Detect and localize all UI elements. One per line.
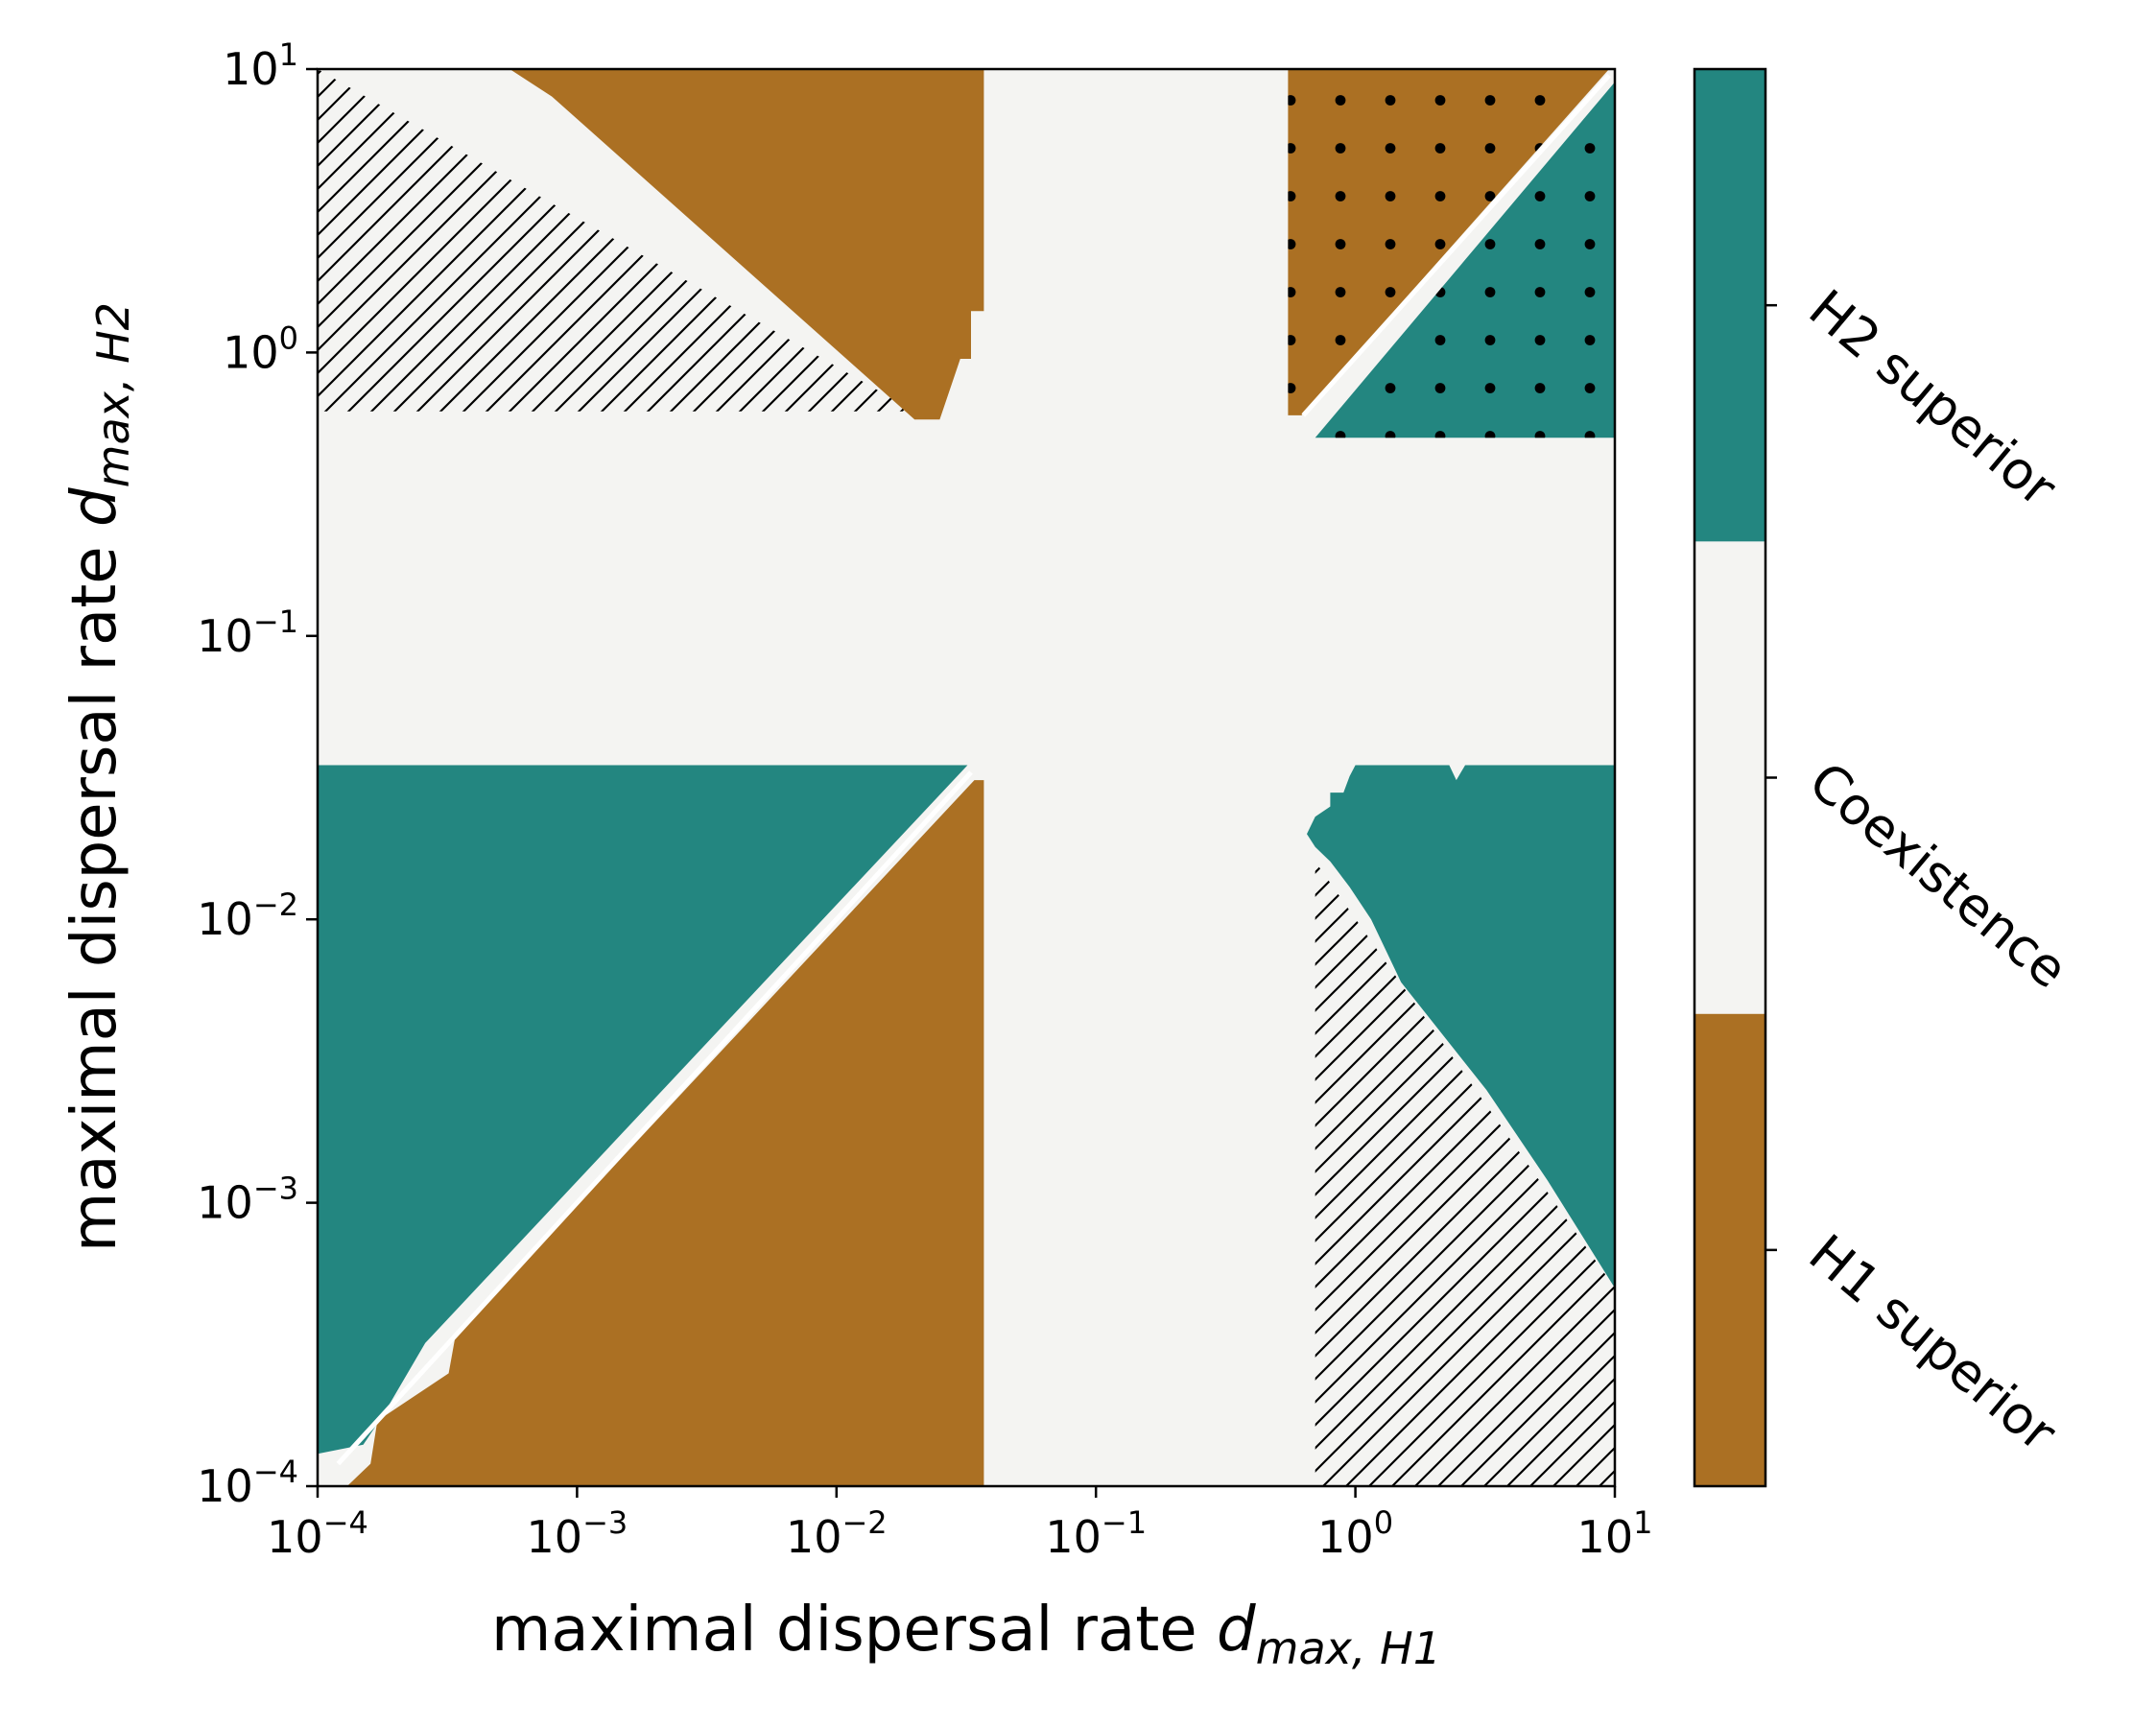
- y-tick-label-4-base: 10: [223, 326, 279, 378]
- y-axis-label-subscript: max, H2: [87, 302, 139, 487]
- y-tick-label-3-exp: −1: [253, 603, 298, 640]
- x-tick-label-1: 10−3: [527, 1504, 628, 1563]
- x-tick-label-3-base: 10: [1045, 1511, 1102, 1563]
- colorbar-ticks: H1 superior Coexistence H2 superior: [1765, 278, 2079, 1464]
- region-h1-2: [509, 69, 984, 420]
- y-axis-label-symbol: d: [59, 487, 130, 527]
- x-tick-label-3-exp: −1: [1102, 1504, 1147, 1541]
- x-axis-label-symbol: d: [1217, 1595, 1256, 1666]
- region-dots-6: [1315, 82, 1615, 438]
- x-tick-label-1-base: 10: [527, 1511, 583, 1563]
- x-tick-label-0: 10−4: [267, 1504, 368, 1563]
- x-axis-label: maximal dispersal rate dmax, H1: [491, 1595, 1441, 1674]
- x-axis-ticks: 10−4 10−3 10−2 10−1 100 101: [267, 1486, 1652, 1563]
- colorbar-label-2: H2 superior: [1798, 278, 2069, 519]
- region-h2-3: [318, 765, 968, 1455]
- y-tick-label-5: 101: [223, 36, 298, 95]
- x-tick-label-5-exp: 1: [1633, 1504, 1652, 1541]
- x-tick-label-2-exp: −2: [841, 1504, 887, 1541]
- colorbar: H1 superior Coexistence H2 superior: [1693, 67, 2079, 1488]
- boundary-line-0: [336, 770, 973, 1466]
- boundary-line-1: [1301, 73, 1611, 417]
- y-tick-label-1-exp: −3: [253, 1171, 298, 1207]
- x-tick-label-2-base: 10: [786, 1511, 842, 1563]
- x-tick-label-0-base: 10: [267, 1511, 323, 1563]
- x-tick-label-5-base: 10: [1577, 1511, 1634, 1563]
- x-tick-label-4-base: 10: [1317, 1511, 1374, 1563]
- y-tick-label-5-base: 10: [223, 43, 279, 95]
- y-tick-label-0-exp: −4: [253, 1454, 298, 1490]
- colorbar-segment-2: [1694, 69, 1765, 542]
- colorbar-label-0: H1 superior: [1798, 1223, 2069, 1464]
- y-tick-label-2-exp: −2: [253, 887, 298, 923]
- y-tick-label-2-base: 10: [197, 893, 253, 945]
- y-tick-label-3: 10−1: [197, 603, 298, 662]
- region-dots-5: [1288, 69, 1609, 415]
- region-h2-8: [1307, 765, 1615, 1289]
- colorbar-segment-1: [1694, 541, 1765, 1014]
- region-hatch-1: [318, 69, 915, 412]
- region-h1-4: [346, 780, 984, 1486]
- y-axis-label: maximal dispersal rate dmax, H2: [59, 302, 139, 1252]
- x-tick-label-4-exp: 0: [1374, 1504, 1393, 1541]
- y-tick-label-3-base: 10: [197, 610, 253, 662]
- y-tick-label-0-base: 10: [197, 1460, 253, 1512]
- x-tick-label-4: 100: [1317, 1504, 1393, 1563]
- y-tick-label-4-exp: 0: [279, 319, 298, 356]
- colorbar-segment-0: [1694, 1013, 1765, 1486]
- x-tick-label-1-exp: −3: [582, 1504, 628, 1541]
- y-axis-label-prefix: maximal dispersal rate: [59, 527, 130, 1252]
- y-tick-label-5-exp: 1: [279, 36, 298, 73]
- x-axis-label-prefix: maximal dispersal rate: [491, 1595, 1217, 1666]
- y-tick-label-2: 10−2: [197, 887, 298, 945]
- x-axis-label-subscript: max, H1: [1256, 1622, 1441, 1674]
- x-tick-label-2: 10−2: [786, 1504, 888, 1563]
- plot-boundaries: [336, 73, 1611, 1466]
- x-tick-label-0-exp: −4: [323, 1504, 368, 1541]
- y-tick-label-1-base: 10: [197, 1177, 253, 1229]
- y-tick-label-4: 100: [223, 319, 298, 378]
- colorbar-label-1: Coexistence: [1798, 750, 2079, 1000]
- y-tick-label-0: 10−4: [197, 1454, 298, 1512]
- colorbar-segments: [1694, 69, 1765, 1486]
- plot-frame: [316, 67, 1617, 1488]
- y-tick-label-1: 10−3: [197, 1171, 298, 1229]
- x-tick-label-3: 10−1: [1045, 1504, 1147, 1563]
- x-tick-label-5: 101: [1577, 1504, 1653, 1563]
- region-hatch-7: [1315, 861, 1615, 1486]
